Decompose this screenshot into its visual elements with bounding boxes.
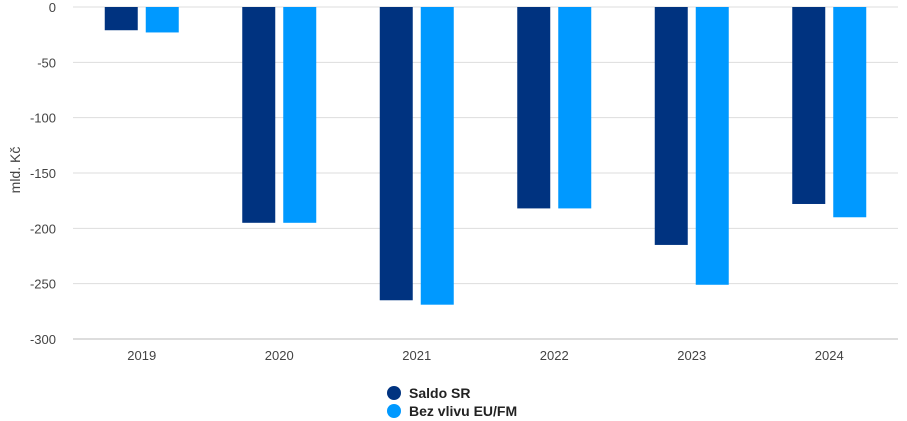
y-tick-label: -300 (30, 332, 56, 347)
y-tick-label: -200 (30, 221, 56, 236)
bar-bez-vlivu-eu-fm-2023 (695, 7, 729, 285)
bar-bez-vlivu-eu-fm-2024 (833, 7, 867, 218)
legend-marker (387, 404, 401, 418)
bar-saldo-sr-2021 (379, 7, 413, 301)
legend-marker (387, 386, 401, 400)
x-tick-label: 2024 (815, 348, 844, 363)
bar-saldo-sr-2020 (242, 7, 276, 223)
bar-bez-vlivu-eu-fm-2021 (420, 7, 454, 305)
x-tick-label: 2020 (265, 348, 294, 363)
y-axis-title: mld. Kč (7, 147, 23, 194)
legend-label: Saldo SR (409, 385, 470, 401)
x-tick-label: 2021 (402, 348, 431, 363)
x-tick-label: 2019 (127, 348, 156, 363)
bar-saldo-sr-2024 (792, 7, 826, 204)
bar-saldo-sr-2022 (517, 7, 551, 209)
bar-saldo-sr-2019 (104, 7, 138, 31)
y-tick-label: 0 (49, 0, 56, 15)
y-tick-label: -100 (30, 111, 56, 126)
bar-bez-vlivu-eu-fm-2022 (558, 7, 592, 209)
gridlines (73, 6, 898, 285)
bars (104, 7, 867, 305)
legend-label: Bez vlivu EU/FM (409, 403, 517, 419)
y-tick-label: -50 (37, 55, 56, 70)
y-tick-label: -250 (30, 277, 56, 292)
legend: Saldo SR Bez vlivu EU/FM (387, 385, 517, 419)
bar-bez-vlivu-eu-fm-2019 (145, 7, 179, 33)
bar-bez-vlivu-eu-fm-2020 (283, 7, 317, 223)
axes: 0 -50 -100 -150 -200 -250 -300 2019 2020 2021 2022… (30, 0, 898, 363)
x-tick-label: 2023 (677, 348, 706, 363)
bar-saldo-sr-2023 (654, 7, 688, 245)
y-tick-label: -150 (30, 166, 56, 181)
x-tick-label: 2022 (540, 348, 569, 363)
